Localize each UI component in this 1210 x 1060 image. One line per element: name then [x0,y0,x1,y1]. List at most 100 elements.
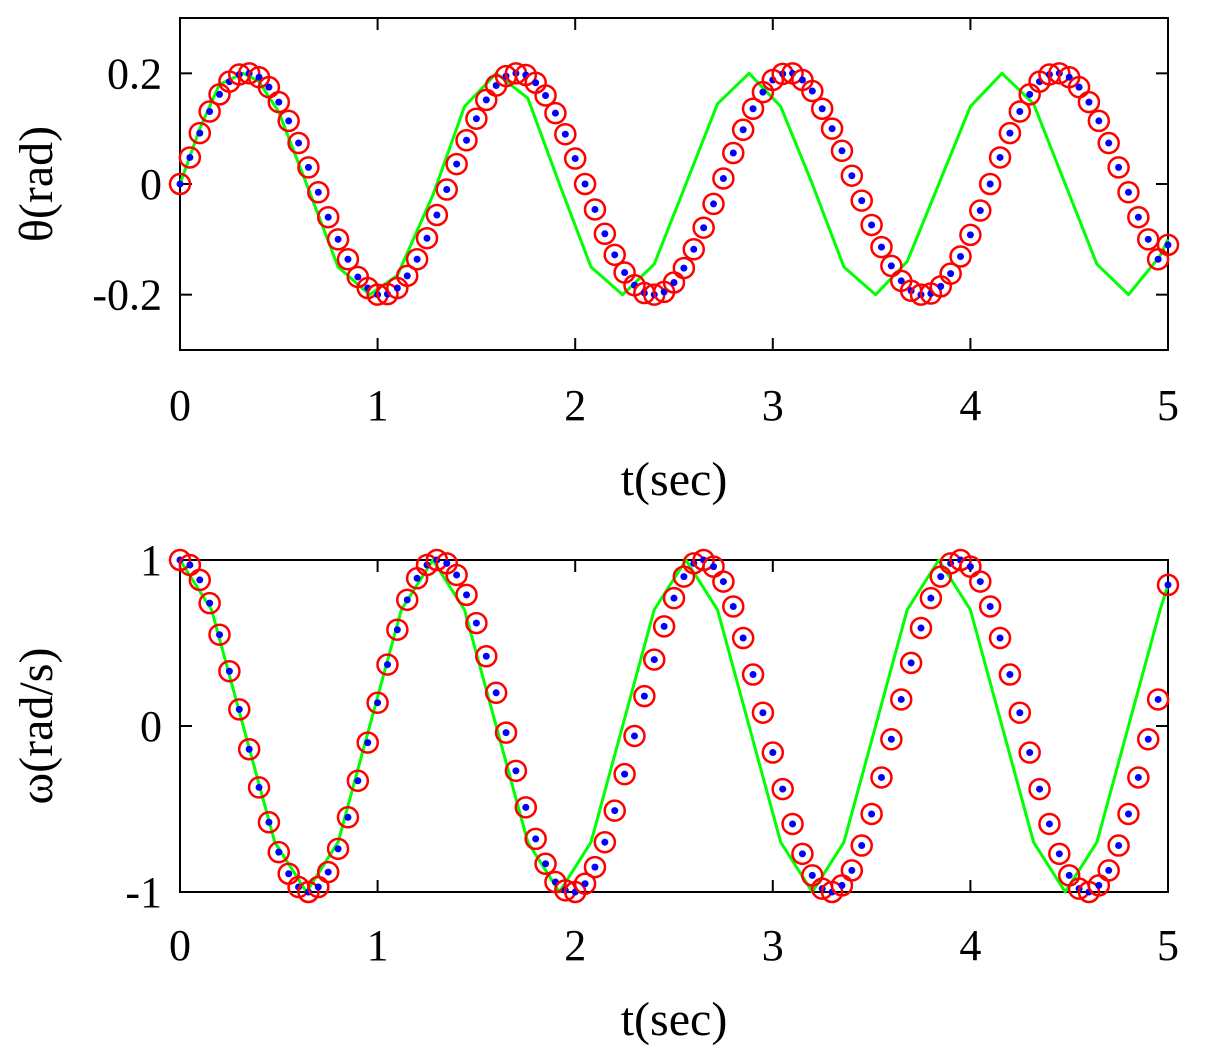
x-tick-label: 5 [1157,921,1179,970]
marker-dot [1055,850,1063,858]
marker-dot [868,221,876,229]
marker-circle [228,698,251,721]
marker-dot [393,626,401,634]
marker-circle [544,101,567,125]
marker-dot [206,599,214,607]
x-tick-label: 1 [367,381,389,430]
x-tick-label: 2 [564,381,586,430]
marker-circle [613,762,636,786]
marker-circle [1107,156,1130,179]
marker-dot [789,820,797,828]
marker-dot [502,729,510,737]
marker-circle [860,213,883,237]
marker-dot [739,126,747,134]
marker-dot [1095,881,1103,889]
x-axis-label: t(sec) [621,453,728,506]
marker-dot [1065,871,1073,879]
marker-dot [1105,866,1113,874]
marker-circle [712,167,735,190]
marker-dot [354,777,362,785]
marker-circle [870,235,893,259]
marker-circle [415,226,439,250]
marker-circle [712,570,735,593]
marker-circle [445,563,468,587]
marker-dot [255,73,263,81]
marker-dot [275,848,283,856]
marker-dot [482,96,490,104]
marker-dot [1154,695,1162,703]
marker-circle [1127,205,1150,229]
marker-circle [1097,859,1120,882]
marker-circle [702,192,725,216]
marker-circle [376,653,399,676]
marker-circle [623,724,646,748]
marker-dot [719,174,727,182]
marker-dot [808,87,816,95]
marker-dot [877,773,885,781]
curve-line [178,558,1170,894]
marker-circle [237,737,261,761]
marker-dot [334,845,342,853]
marker-circle [672,256,696,280]
marker-dot [176,180,184,188]
y-tick-label: 0.2 [107,49,162,98]
marker-circle [593,830,617,854]
marker-dot [403,596,411,604]
marker-dot [581,180,589,188]
marker-dot [907,659,915,667]
marker-circle [603,799,626,822]
marker-dot [640,692,648,700]
marker-circle [969,570,992,593]
marker-dot [532,79,540,87]
marker-dot [551,109,559,117]
marker-dot [1164,581,1172,589]
marker-circle [326,228,350,251]
marker-dot [887,735,895,743]
marker-circle [801,79,824,103]
marker-circle [820,117,844,140]
marker-dot [966,563,974,571]
marker-dot [304,163,312,171]
x-tick-label: 4 [959,921,981,970]
marker-dot [374,699,382,707]
marker-dot [986,180,994,188]
marker-circle [1117,802,1140,826]
y-axis-label: ω(rad/s) [10,648,63,805]
marker-dot [235,705,243,713]
y-tick-label: 0 [140,160,162,209]
marker-dot [1065,73,1073,81]
marker-circle [919,586,943,610]
marker-circle [1008,701,1032,724]
x-tick-label: 2 [564,921,586,970]
marker-dot [591,205,599,213]
marker-dot [324,213,332,221]
marker-circle [978,595,1002,618]
marker-circle [899,651,923,675]
marker-circle [356,731,379,754]
marker-circle [791,842,814,866]
marker-circle [1048,842,1071,866]
marker-dot [700,224,708,232]
marker-circle [386,618,409,641]
marker-circle [1097,131,1120,155]
marker-dot [1144,735,1152,743]
marker-dot [710,563,718,571]
marker-dot [966,231,974,239]
marker-circle [534,84,557,107]
marker-circle [277,109,300,133]
marker-dot [285,117,293,125]
marker-dot [1164,241,1172,249]
marker-dot [344,813,352,821]
marker-circle [336,806,360,829]
marker-dot [858,842,866,850]
marker-dot [423,234,431,242]
marker-circle [1146,688,1170,711]
marker-circle [573,172,597,196]
marker-dot [630,732,638,740]
marker-dot [492,689,500,697]
marker-dot [354,273,362,281]
theta-plot: 0 1 2 3 4 5 -0.2 0 0.2 t(sec) θ(rad) [10,17,1180,506]
marker-circle [514,796,538,819]
marker-circle [267,90,291,114]
